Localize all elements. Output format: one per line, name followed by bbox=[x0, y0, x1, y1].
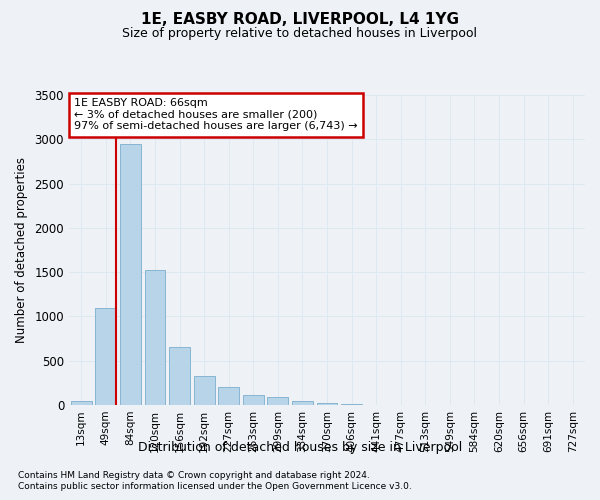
Bar bbox=[341, 404, 362, 405]
Bar bbox=[145, 270, 166, 405]
Bar bbox=[194, 376, 215, 405]
Text: Size of property relative to detached houses in Liverpool: Size of property relative to detached ho… bbox=[122, 28, 478, 40]
Text: Distribution of detached houses by size in Liverpool: Distribution of detached houses by size … bbox=[138, 441, 462, 454]
Bar bbox=[169, 348, 190, 405]
Bar bbox=[71, 400, 92, 405]
Bar bbox=[317, 403, 337, 405]
Bar bbox=[120, 144, 141, 405]
Bar bbox=[268, 397, 289, 405]
Bar bbox=[243, 396, 264, 405]
Text: Contains HM Land Registry data © Crown copyright and database right 2024.: Contains HM Land Registry data © Crown c… bbox=[18, 471, 370, 480]
Text: 1E EASBY ROAD: 66sqm
← 3% of detached houses are smaller (200)
97% of semi-detac: 1E EASBY ROAD: 66sqm ← 3% of detached ho… bbox=[74, 98, 358, 132]
Bar bbox=[218, 387, 239, 405]
Text: 1E, EASBY ROAD, LIVERPOOL, L4 1YG: 1E, EASBY ROAD, LIVERPOOL, L4 1YG bbox=[141, 12, 459, 28]
Bar bbox=[292, 400, 313, 405]
Bar bbox=[95, 308, 116, 405]
Y-axis label: Number of detached properties: Number of detached properties bbox=[14, 157, 28, 343]
Text: Contains public sector information licensed under the Open Government Licence v3: Contains public sector information licen… bbox=[18, 482, 412, 491]
